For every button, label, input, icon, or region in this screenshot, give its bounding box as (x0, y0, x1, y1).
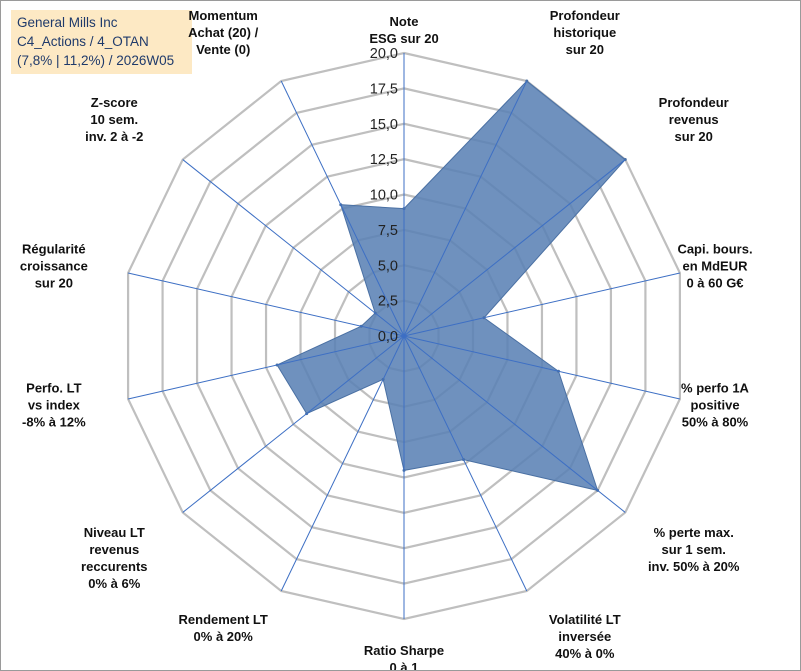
axis-label-line: Perfo. LT (26, 381, 81, 396)
axis-label-line: revenus (669, 112, 719, 127)
spoke-3 (403, 272, 681, 337)
spoke-4 (403, 335, 681, 400)
spoke-11 (127, 272, 405, 337)
axis-label-line: Rendement LT (179, 612, 268, 627)
axis-label-line: positive (690, 398, 739, 413)
spoke-2 (403, 159, 626, 337)
title-box: General Mills Inc C4_Actions / 4_OTAN (7… (11, 10, 192, 74)
title-portfolio: C4_Actions / 4_OTAN (17, 34, 149, 49)
axis-label-line: revenus (89, 542, 139, 557)
axis-label-8: Rendement LT 0% à 20% (179, 612, 268, 644)
title-stats: (7,8% | 11,2%) / 2026W05 (17, 53, 175, 68)
tick-label: 0,0 (378, 329, 398, 345)
axis-label-line: 50% à 80% (682, 415, 749, 430)
tick-label: 20,0 (370, 46, 398, 62)
axis-label-line: 0 à 1 (390, 660, 419, 670)
axis-label-12: Z-score 10 sem. inv. 2 à -2 (85, 95, 143, 144)
axis-label-line: sur 20 (675, 129, 713, 144)
tick-label: 12,5 (370, 152, 398, 168)
axis-label-line: inv. 50% à 20% (648, 559, 740, 574)
tick-label: 15,0 (370, 117, 398, 133)
axis-label-line: Régularité (22, 241, 86, 256)
tick-label: 10,0 (370, 188, 398, 204)
axis-label-5: % perte max. sur 1 sem. inv. 50% à 20% (648, 525, 740, 574)
axis-label-line: inversée (558, 629, 611, 644)
axis-label-11: Régularité croissance sur 20 (20, 241, 88, 290)
spoke-12 (182, 159, 405, 337)
axis-label-line: Ratio Sharpe (364, 643, 444, 658)
spoke-9 (182, 335, 405, 513)
axis-label-line: historique (553, 25, 616, 40)
axis-label-line: ESG sur 20 (369, 31, 438, 46)
title-company: General Mills Inc (17, 15, 118, 30)
axis-label-10: Perfo. LT vs index -8% à 12% (22, 381, 86, 430)
axis-label-line: Z-score (91, 95, 138, 110)
series-area (276, 80, 626, 492)
axis-label-line: Niveau LT (84, 525, 145, 540)
spoke-6 (403, 335, 528, 592)
axis-label-line: 10 sem. (90, 112, 138, 127)
axis-label-line: Vente (0) (196, 42, 250, 57)
axis-label-line: croissance (20, 258, 88, 273)
axis-label-line: Profondeur (659, 95, 729, 110)
axis-label-line: vs index (28, 398, 81, 413)
axis-label-9: Niveau LT revenus reccurents 0% à 6% (81, 525, 147, 591)
axis-label-line: Profondeur (550, 8, 620, 23)
axis-label-4: % perfo 1A positive 50% à 80% (681, 381, 750, 430)
spoke-5 (403, 335, 626, 513)
axis-label-2: Profondeur revenus sur 20 (659, 95, 729, 144)
axis-label-line: inv. 2 à -2 (85, 129, 143, 144)
axis-label-line: -8% à 12% (22, 415, 86, 430)
axis-label-line: % perte max. (654, 525, 734, 540)
tick-label: 17,5 (370, 81, 398, 97)
axis-label-line: 40% à 0% (555, 646, 615, 661)
axis-label-line: Note (390, 14, 419, 29)
axis-label-line: reccurents (81, 559, 147, 574)
tick-label: 5,0 (378, 258, 398, 274)
axis-label-line: sur 20 (35, 275, 73, 290)
axis-label-line: 0% à 6% (88, 576, 140, 591)
spoke-1 (403, 80, 528, 337)
spoke-13 (280, 80, 405, 337)
tick-label: 7,5 (378, 223, 398, 239)
axis-label-line: 0% à 20% (194, 629, 254, 644)
axis-label-line: sur 1 sem. (662, 542, 726, 557)
axis-label-13: Momentum Achat (20) / Vente (0) (188, 8, 258, 57)
axis-label-line: Momentum (189, 8, 258, 23)
axis-label-line: 0 à 60 G€ (686, 275, 743, 290)
axis-label-7: Ratio Sharpe 0 à 1 (364, 643, 444, 670)
axis-label-0: Note ESG sur 20 (369, 14, 438, 46)
axis-label-line: en MdEUR (683, 258, 749, 273)
axis-label-1: Profondeur historique sur 20 (550, 8, 620, 57)
axis-label-6: Volatilité LT inversée 40% à 0% (549, 612, 621, 661)
axis-label-line: sur 20 (566, 42, 604, 57)
spoke-10 (127, 335, 405, 400)
axis-label-3: Capi. bours. en MdEUR 0 à 60 G€ (677, 241, 752, 290)
axis-label-line: Achat (20) / (188, 25, 258, 40)
axis-label-line: Volatilité LT (549, 612, 621, 627)
axis-label-line: % perfo 1A (681, 381, 750, 396)
axis-label-line: Capi. bours. (677, 241, 752, 256)
spoke-8 (280, 335, 405, 592)
tick-label: 2,5 (378, 294, 398, 310)
